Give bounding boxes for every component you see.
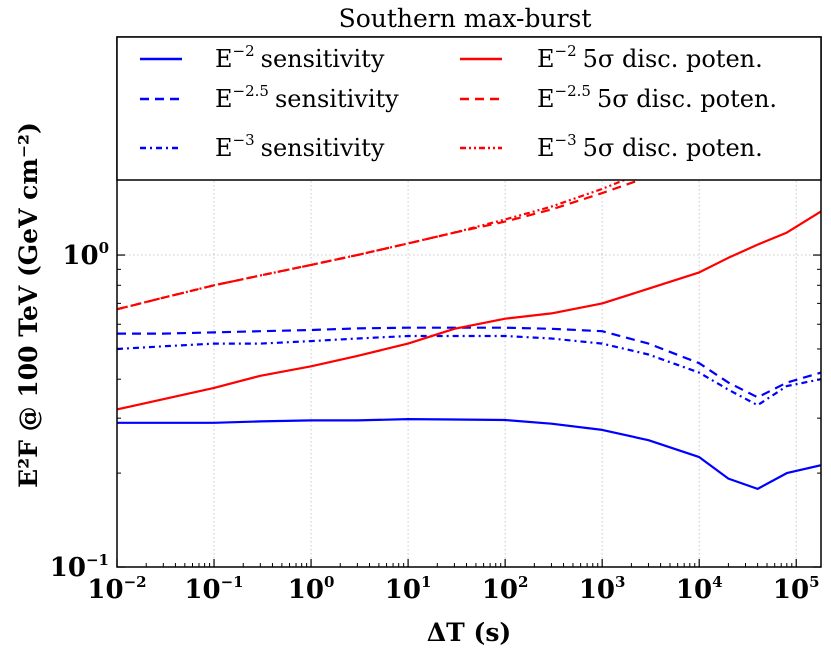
x-tick-labels: 10−2 10−1 100 101 102 103 104 105 (87, 573, 819, 605)
y-tick-base: 10 (62, 241, 98, 271)
legend-base: E (537, 85, 555, 113)
x-tick-base: 10 (288, 575, 324, 605)
chart-title: Southern max-burst (339, 4, 592, 33)
x-tick-exponent: 3 (615, 573, 625, 591)
y-tick-base: 10 (50, 553, 86, 583)
x-tick-base: 10 (773, 575, 809, 605)
series-line (117, 326, 821, 399)
series-line (117, 334, 821, 407)
series-line (117, 418, 821, 490)
legend-base: E (215, 85, 233, 113)
x-tick-exponent: −2 (124, 573, 147, 591)
x-tick-label: 105 (773, 573, 820, 605)
x-axis-label: ΔT (s) (427, 618, 511, 647)
x-tick-label: 10−1 (184, 573, 243, 605)
x-tick-exponent: 1 (421, 573, 431, 591)
x-tick-base: 10 (482, 575, 518, 605)
legend-name: sensitivity (261, 134, 385, 162)
legend-name: sensitivity (275, 85, 399, 113)
legend-exponent: −2 (233, 42, 255, 60)
legend-label: E−3 5σ disc. poten. (537, 131, 763, 162)
x-tick-label: 104 (676, 573, 723, 605)
x-tick-base: 10 (87, 575, 123, 605)
x-tick-label: 101 (385, 573, 432, 605)
series-line (117, 210, 821, 411)
y-axis-label: E²F @ 100 TeV (GeV cm⁻²) (14, 122, 43, 488)
y-tick-exponent: 0 (99, 239, 109, 257)
legend-base: E (537, 45, 555, 73)
x-tick-exponent: 5 (809, 573, 819, 591)
x-tick-exponent: 2 (518, 573, 528, 591)
legend-label: E−2 5σ disc. poten. (537, 42, 763, 73)
legend-name: sensitivity (261, 45, 385, 73)
x-tick-base: 10 (676, 575, 712, 605)
x-tick-label: 103 (579, 573, 626, 605)
legend-exponent: −2.5 (233, 82, 269, 100)
legend-base: E (537, 134, 555, 162)
legend-exponent: −3 (233, 131, 255, 149)
x-tick-label: 10−2 (87, 573, 146, 605)
x-tick-base: 10 (184, 575, 220, 605)
x-tick-exponent: 4 (712, 573, 722, 591)
legend-base: E (215, 45, 233, 73)
legend-name: 5σ disc. poten. (597, 85, 777, 113)
legend-exponent: −3 (555, 131, 577, 149)
x-tick-label: 102 (482, 573, 529, 605)
x-tick-exponent: 0 (324, 573, 334, 591)
legend-label: E−2.5 5σ disc. poten. (537, 82, 777, 113)
y-tick-exponent: −1 (86, 551, 109, 569)
legend-label: E−3 sensitivity (215, 131, 385, 162)
legend-exponent: −2 (555, 42, 577, 60)
y-tick-label: 10−1 (50, 551, 109, 583)
x-tick-exponent: −1 (221, 573, 244, 591)
legend-exponent: −2.5 (555, 82, 591, 100)
legend-name: 5σ disc. poten. (583, 45, 763, 73)
legend-base: E (215, 134, 233, 162)
x-tick-base: 10 (579, 575, 615, 605)
legend-box (116, 36, 822, 181)
legend-name: 5σ disc. poten. (583, 134, 763, 162)
x-tick-label: 100 (288, 573, 335, 605)
legend-label: E−2.5 sensitivity (215, 82, 399, 113)
y-tick-label: 100 (62, 239, 109, 271)
legend-label: E−2 sensitivity (215, 42, 385, 73)
x-tick-base: 10 (385, 575, 421, 605)
